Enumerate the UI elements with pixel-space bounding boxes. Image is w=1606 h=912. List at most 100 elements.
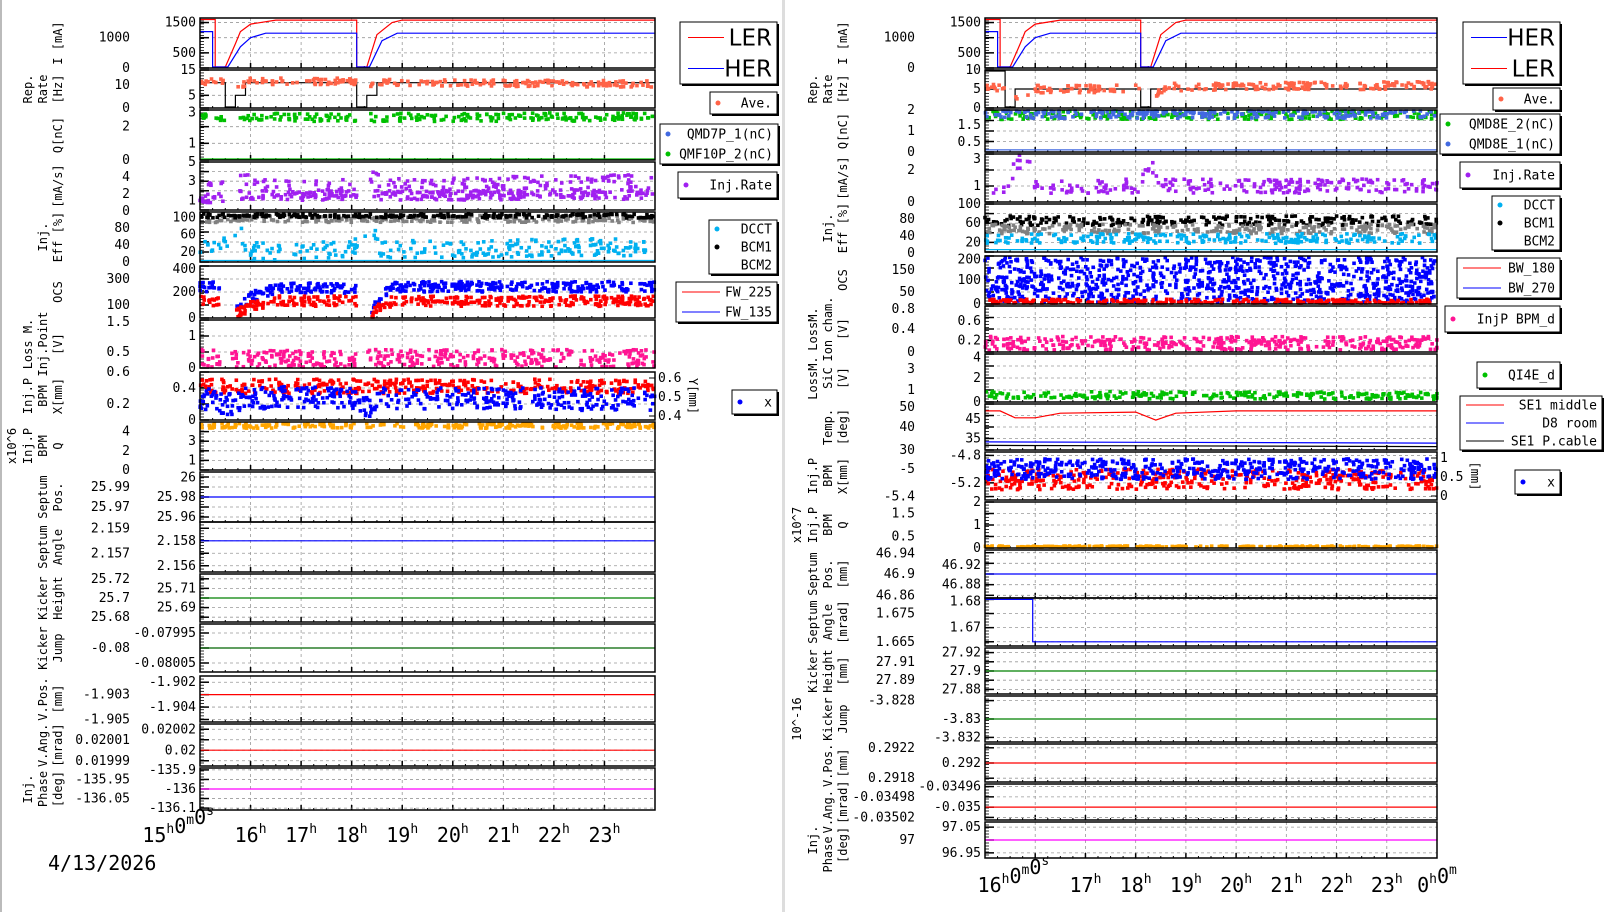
data-point xyxy=(268,251,272,255)
data-point xyxy=(315,295,320,299)
data-point xyxy=(514,288,518,292)
y-tick-label: 0 xyxy=(122,204,130,219)
data-point xyxy=(585,403,589,407)
data-point xyxy=(582,299,586,303)
data-point xyxy=(326,299,331,303)
data-point xyxy=(244,395,249,400)
data-point xyxy=(610,353,615,357)
data-point xyxy=(311,386,315,391)
data-point xyxy=(394,393,399,397)
data-point xyxy=(261,306,265,310)
data-point xyxy=(223,399,227,404)
panel-frame xyxy=(199,371,656,421)
data-point xyxy=(516,197,521,201)
data-point xyxy=(459,197,464,202)
data-point xyxy=(478,426,483,430)
data-point xyxy=(272,117,277,121)
data-point xyxy=(586,389,590,394)
data-point xyxy=(410,355,415,359)
data-point xyxy=(453,285,458,290)
data-point xyxy=(645,188,650,193)
y-axis-label: [Hz] xyxy=(51,75,65,104)
data-point xyxy=(280,358,284,363)
data-point xyxy=(410,360,415,365)
data-point xyxy=(612,118,617,123)
y-tick-label: 0 xyxy=(122,61,130,76)
data-point xyxy=(302,300,307,304)
data-point xyxy=(431,286,435,290)
data-point xyxy=(626,178,631,182)
data-point xyxy=(455,364,460,368)
data-point xyxy=(388,285,393,290)
panel-frame xyxy=(199,521,656,573)
data-point xyxy=(425,384,429,388)
data-point xyxy=(449,197,454,202)
data-point xyxy=(406,111,411,116)
data-point xyxy=(530,215,534,220)
data-point xyxy=(353,352,358,356)
data-point xyxy=(381,302,386,307)
x-tick-unit: h xyxy=(166,822,174,837)
data-point xyxy=(605,426,610,430)
data-point xyxy=(581,215,586,220)
data-point xyxy=(524,362,528,367)
data-point xyxy=(446,189,451,193)
data-point xyxy=(515,212,519,217)
data-point xyxy=(445,383,450,388)
y-axis-label: BPM xyxy=(36,385,50,407)
data-point xyxy=(452,176,456,181)
data-point xyxy=(525,386,529,391)
data-point xyxy=(315,377,319,382)
data-point xyxy=(614,212,619,217)
y-axis-label: [mrad] xyxy=(51,723,65,766)
data-point xyxy=(473,401,477,405)
data-point xyxy=(632,386,636,390)
data-point xyxy=(214,396,218,400)
data-point xyxy=(249,362,254,366)
data-point xyxy=(398,243,403,248)
data-point xyxy=(439,118,444,122)
data-point xyxy=(429,178,434,183)
data-point xyxy=(294,387,298,392)
data-point xyxy=(307,295,311,300)
data-point xyxy=(456,189,461,193)
y-tick-label: 5 xyxy=(188,88,196,103)
data-point xyxy=(556,422,560,426)
data-point xyxy=(277,295,282,300)
data-point xyxy=(432,82,436,86)
data-point xyxy=(235,218,239,223)
data-point xyxy=(292,295,297,300)
data-point xyxy=(566,247,570,251)
data-point xyxy=(338,191,343,196)
data-point xyxy=(420,216,424,221)
data-point xyxy=(395,406,399,411)
y-tick-label: -136.05 xyxy=(75,792,130,807)
data-point xyxy=(472,80,477,85)
data-point xyxy=(475,81,479,85)
data-point xyxy=(295,285,300,289)
data-point xyxy=(243,422,248,427)
y-axis-label: I [mA] xyxy=(51,21,65,64)
data-point xyxy=(535,298,539,303)
data-point xyxy=(545,279,549,284)
panel-frame xyxy=(199,69,656,109)
data-point xyxy=(336,296,341,301)
data-point xyxy=(604,296,609,300)
data-point xyxy=(210,377,214,382)
data-point xyxy=(306,285,311,289)
data-point xyxy=(293,349,298,354)
data-point xyxy=(204,220,209,224)
data-point xyxy=(206,215,210,220)
data-point xyxy=(588,214,592,218)
data-point xyxy=(569,187,574,191)
data-point xyxy=(531,192,536,197)
data-point xyxy=(351,377,355,382)
data-point xyxy=(393,382,397,387)
data-point xyxy=(508,239,513,243)
data-point xyxy=(566,217,570,221)
data-point xyxy=(381,215,386,220)
data-point xyxy=(573,174,578,178)
data-point xyxy=(349,287,354,292)
data-point xyxy=(469,394,473,399)
data-point xyxy=(424,424,428,429)
